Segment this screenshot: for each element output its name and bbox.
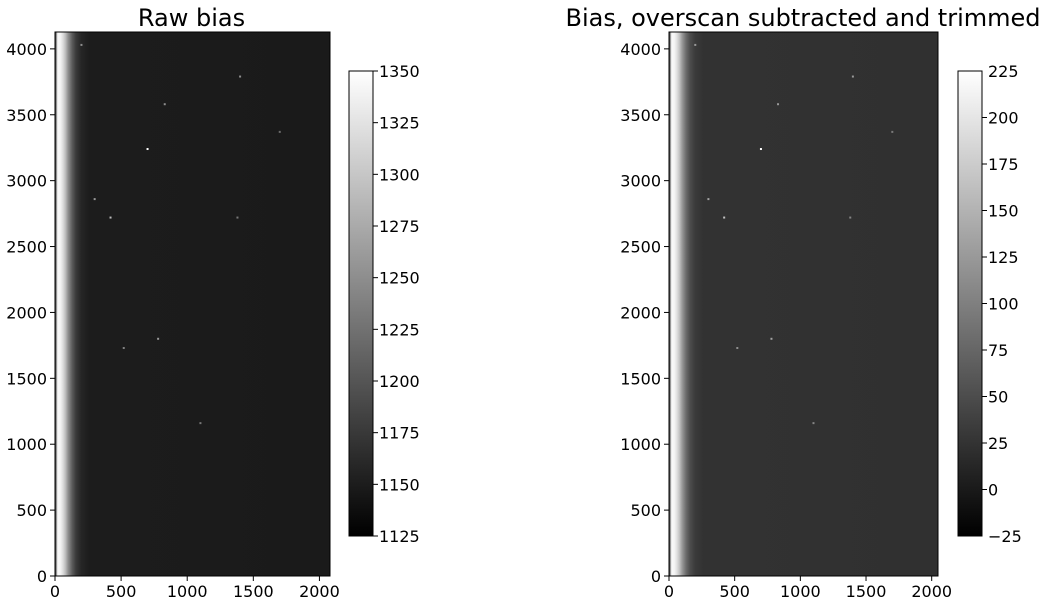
- hot-pixel: [163, 103, 166, 106]
- colorbar-axis: 0 25 50 75 100 125 150 175 200 −25 225: [982, 62, 1022, 546]
- y-tick-label: 1500: [620, 369, 661, 388]
- x-tick-label: 1500: [846, 582, 887, 601]
- hot-pixel: [723, 216, 726, 219]
- x-tick-label: 2000: [911, 582, 952, 601]
- y-tick-label: 0: [37, 567, 47, 586]
- hot-pixel: [849, 216, 852, 219]
- colorbar-tick-label: 225: [988, 62, 1019, 81]
- hot-pixel: [812, 422, 815, 425]
- y-tick-label: 500: [630, 501, 661, 520]
- x-tick-label: 500: [106, 582, 137, 601]
- y-tick-label: 3000: [6, 172, 47, 191]
- y-tick-label: 1000: [620, 435, 661, 454]
- hot-pixel: [736, 347, 739, 350]
- hot-pixel: [694, 43, 697, 46]
- hot-pixel: [278, 130, 281, 133]
- y-axis: 0 500 1000 1500 2000 2500 3000 3500 4000: [6, 40, 55, 586]
- x-tick-label: 0: [50, 582, 60, 601]
- colorbar-tick-label: 1200: [379, 372, 420, 391]
- colorbar-tick-label: 25: [988, 434, 1008, 453]
- image-area: [55, 32, 330, 576]
- colorbar-tick-label: 200: [988, 109, 1019, 128]
- x-tick-label: 2000: [299, 582, 340, 601]
- hot-pixel: [851, 75, 854, 78]
- hot-pixel: [759, 148, 762, 151]
- colorbar-tick-label: 0: [988, 481, 998, 500]
- hot-pixel: [80, 43, 83, 46]
- x-tick-label: 0: [664, 582, 674, 601]
- colorbar-tick-label: 75: [988, 341, 1008, 360]
- hot-pixel: [109, 216, 112, 219]
- colorbar: [957, 70, 983, 537]
- y-tick-label: 1500: [6, 369, 47, 388]
- hot-pixel: [239, 75, 242, 78]
- y-tick-label: 500: [16, 501, 47, 520]
- y-tick-label: 2500: [6, 238, 47, 257]
- chart-title: Raw bias: [138, 4, 245, 32]
- colorbar: [348, 70, 374, 537]
- colorbar-tick-label: 100: [988, 295, 1019, 314]
- hot-pixel: [777, 103, 780, 106]
- y-tick-label: 3500: [620, 106, 661, 125]
- hot-pixel: [93, 198, 96, 201]
- hot-pixels: [694, 43, 894, 425]
- hot-pixel: [122, 347, 125, 350]
- y-tick-label: 4000: [620, 40, 661, 59]
- colorbar-tick-label: 1325: [379, 114, 420, 133]
- colorbar-tick-label: 175: [988, 155, 1019, 174]
- hot-pixels: [80, 43, 281, 425]
- colorbar-tick-label: 1225: [379, 320, 420, 339]
- colorbar-tick-label: 1350: [379, 62, 420, 81]
- image-frame: [54, 31, 331, 577]
- y-tick-label: 4000: [6, 40, 47, 59]
- x-tick-label: 1500: [233, 582, 274, 601]
- y-tick-label: 2500: [620, 238, 661, 257]
- image-frame: [668, 31, 939, 577]
- hot-pixel: [199, 422, 202, 425]
- colorbar-tick-label: 1150: [379, 475, 420, 494]
- x-tick-label: 1000: [780, 582, 821, 601]
- y-tick-label: 1000: [6, 435, 47, 454]
- image-area: [669, 32, 938, 576]
- y-tick-label: 2000: [620, 303, 661, 322]
- hot-pixel: [157, 337, 160, 340]
- colorbar-tick-label: 1125: [379, 527, 420, 546]
- colorbar-tick-label: 1275: [379, 217, 420, 236]
- y-axis: 0 500 1000 1500 2000 2500 3000 3500 4000: [620, 40, 669, 586]
- raw-bias-panel: Raw bias 0 500 1000 1500 2000 0 500 1000 1500 20…: [6, 4, 419, 601]
- x-tick-label: 1000: [167, 582, 208, 601]
- colorbar-tick-label: 1300: [379, 165, 420, 184]
- hot-pixel: [146, 148, 149, 151]
- x-axis: 0 500 1000 1500 2000: [664, 576, 952, 601]
- hot-pixel: [770, 337, 773, 340]
- bias-trimmed-panel: Bias, overscan subtracted and trimmed 0 5…: [565, 4, 1040, 601]
- colorbar-tick-label: 125: [988, 248, 1019, 267]
- x-axis: 0 500 1000 1500 2000: [50, 576, 340, 601]
- y-tick-label: 3500: [6, 106, 47, 125]
- x-tick-label: 500: [719, 582, 750, 601]
- colorbar-tick-label: 1175: [379, 424, 420, 443]
- colorbar-tick-label: 50: [988, 388, 1008, 407]
- chart-title: Bias, overscan subtracted and trimmed: [565, 4, 1040, 32]
- y-tick-label: 2000: [6, 303, 47, 322]
- colorbar-tick-label: −25: [988, 527, 1022, 546]
- colorbar-tick-label: 1250: [379, 269, 420, 288]
- hot-pixel: [707, 198, 710, 201]
- hot-pixel: [236, 216, 239, 219]
- y-tick-label: 3000: [620, 172, 661, 191]
- colorbar-axis: 1125 1150 1175 1200 1225 1250 1275 1300 1325 1350: [373, 62, 420, 546]
- hot-pixel: [891, 130, 894, 133]
- colorbar-tick-label: 150: [988, 202, 1019, 221]
- y-tick-label: 0: [651, 567, 661, 586]
